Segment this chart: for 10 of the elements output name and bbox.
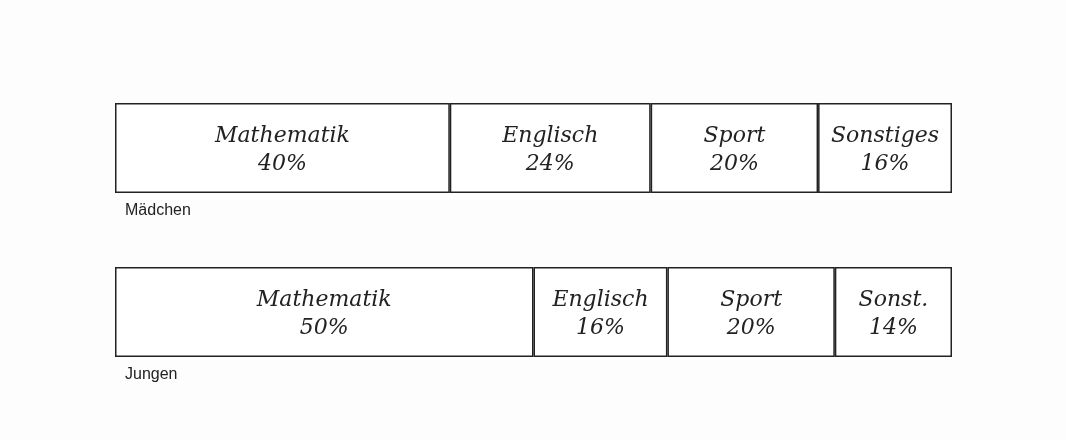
data-label: Mathematik 40%	[213, 121, 350, 175]
y-tick-label: Jungen	[125, 364, 178, 382]
data-label: Mathematik 50%	[255, 285, 392, 339]
data-label: Englisch 16%	[551, 285, 649, 339]
data-label: Englisch 24%	[501, 121, 599, 175]
data-label: Sport 20%	[703, 121, 766, 175]
data-label: Sport 20%	[720, 285, 783, 339]
data-label: Sonstiges 16%	[831, 121, 940, 175]
data-label: Sonst. 14%	[858, 285, 929, 339]
y-tick-label: Mädchen	[125, 200, 191, 218]
